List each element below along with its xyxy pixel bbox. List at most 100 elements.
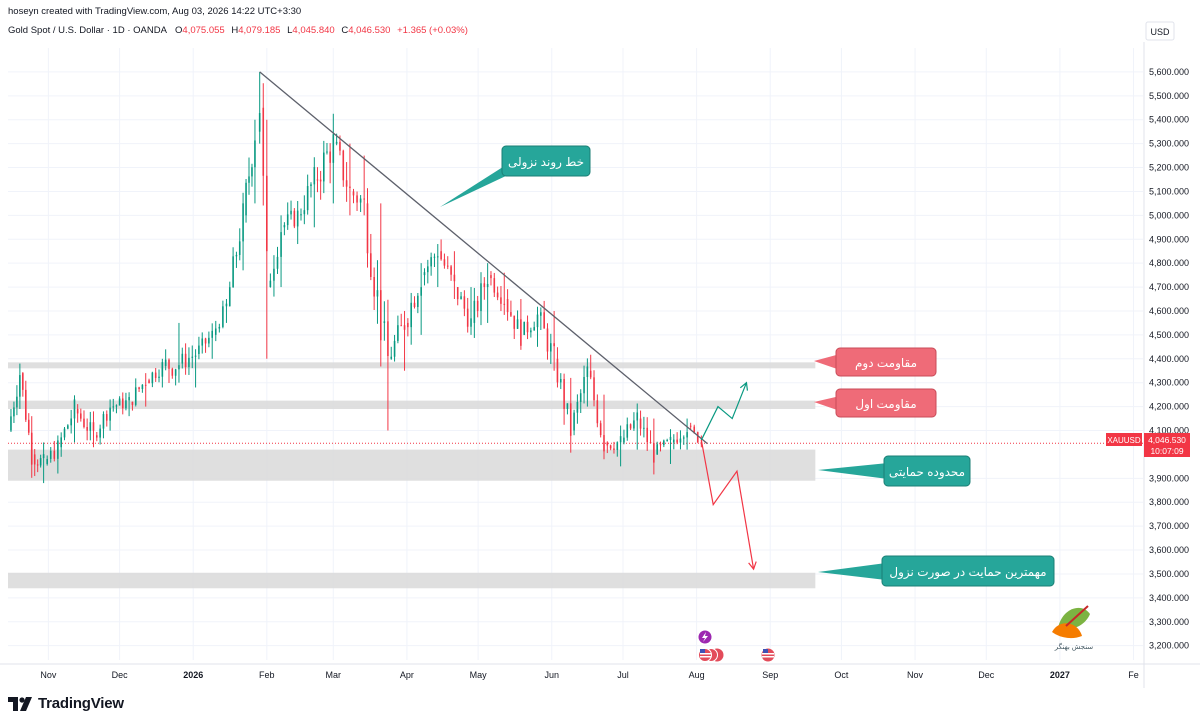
candle-body <box>569 403 572 436</box>
us-flag-event-icon[interactable] <box>698 648 724 662</box>
candle-body <box>194 355 197 357</box>
strongest-support-label: مهمترین حمایت در صورت نزول <box>889 565 1046 580</box>
candle-body <box>530 330 532 333</box>
price-axis[interactable]: 5,600.000 5,500.000 5,400.000 5,300.000 5,20… <box>1143 42 1189 688</box>
candle-body <box>10 416 12 431</box>
candle-body <box>112 406 115 408</box>
candle-body <box>559 378 562 383</box>
candle-body <box>636 412 639 421</box>
candle-body <box>349 186 351 188</box>
us-flag-event-icon[interactable] <box>761 648 775 662</box>
candle-body <box>184 353 187 368</box>
candle-body <box>693 426 696 433</box>
downtrend-line <box>259 71 708 445</box>
candle-body <box>679 438 682 443</box>
low-value: 4,045.840 <box>292 25 334 36</box>
candle-body <box>643 427 645 429</box>
last-price-tag: XAUUSD 4,046.530 10:07:09 <box>1106 433 1190 457</box>
candle-body <box>443 259 446 266</box>
candle-body <box>589 370 592 378</box>
candle-body <box>593 377 595 401</box>
support-callout[interactable]: محدوده حمایتی <box>818 455 971 487</box>
y-tick-label: 5,300.000 <box>1149 139 1189 149</box>
x-tick-label: 2027 <box>1050 670 1070 680</box>
y-tick-label: 4,400.000 <box>1149 354 1189 364</box>
x-tick-label: Mar <box>326 670 342 680</box>
bullish-scenario-path <box>700 382 748 441</box>
resistance1-callout[interactable]: مقاومت اول <box>814 388 937 418</box>
currency-badge[interactable] <box>1145 21 1175 41</box>
candle-body <box>682 437 685 439</box>
tradingview-logo-icon <box>8 696 32 711</box>
support-label: محدوده حمایتی <box>889 465 965 480</box>
candle-body <box>332 134 335 163</box>
candle-body <box>397 325 399 341</box>
candle-body <box>576 401 579 413</box>
candle-body <box>339 141 341 151</box>
candle-body <box>689 425 692 427</box>
candle-body <box>553 343 555 347</box>
tradingview-brand[interactable]: TradingView <box>8 695 124 712</box>
candle-body <box>546 328 549 352</box>
candle-body <box>218 326 221 329</box>
candle-body <box>619 436 622 443</box>
candle-body <box>86 427 88 431</box>
candle-body <box>96 435 98 438</box>
candle-body <box>16 396 18 408</box>
candle-body <box>326 151 328 153</box>
events-row[interactable] <box>698 630 775 662</box>
grid <box>8 48 1143 660</box>
resistance2-label: مقاومت دوم <box>855 356 917 371</box>
candle-body <box>164 359 167 366</box>
candle-body <box>659 444 662 446</box>
candle-body <box>211 330 214 338</box>
candle-body <box>109 407 111 421</box>
y-tick-label: 5,100.000 <box>1149 186 1189 196</box>
candle-body <box>476 300 479 312</box>
candle-body <box>420 287 422 296</box>
change-value: +1.365 (+0.03%) <box>397 25 468 36</box>
y-tick-label: 4,100.000 <box>1149 426 1189 436</box>
x-tick-label: Fe <box>1128 670 1139 680</box>
price-tag-price: 4,046.530 <box>1148 435 1186 445</box>
close-value: 4,046.530 <box>348 25 390 36</box>
candle-body <box>36 464 39 466</box>
candle-body <box>49 450 52 459</box>
y-tick-label: 5,400.000 <box>1149 115 1189 125</box>
candle-body <box>666 440 668 442</box>
trendline-label: خط روند نزولی <box>508 155 584 170</box>
candle-body <box>686 432 688 438</box>
candle-body <box>370 253 372 278</box>
candle-body <box>22 373 24 390</box>
candle-body <box>583 377 585 394</box>
candle-body <box>356 195 358 203</box>
time-axis[interactable]: Nov Dec 2026 Feb Mar Apr May Jun Jul Aug Sep Oct Nov… <box>0 663 1200 680</box>
trendline-callout[interactable]: خط روند نزولی <box>440 145 591 207</box>
candle-body <box>286 214 289 226</box>
candle-body <box>383 321 386 323</box>
candle-body <box>413 302 416 307</box>
candle-body <box>613 448 615 450</box>
x-tick-label: Jul <box>617 670 629 680</box>
resistance2-callout[interactable]: مقاومت دوم <box>814 347 937 377</box>
candle-body <box>656 444 658 455</box>
strongest-support-callout[interactable]: مهمترین حمایت در صورت نزول <box>818 555 1055 587</box>
candle-body <box>144 384 147 386</box>
candle-body <box>33 454 36 465</box>
candle-body <box>676 439 678 443</box>
x-tick-label: Nov <box>907 670 924 680</box>
x-tick-label: Sep <box>762 670 778 680</box>
y-tick-label: 3,700.000 <box>1149 521 1189 531</box>
candle-body <box>450 266 452 275</box>
candle-body <box>329 151 331 163</box>
candle-body <box>599 423 602 436</box>
candle-body <box>436 256 439 258</box>
candle-body <box>649 442 652 444</box>
candle-body <box>359 198 362 203</box>
candle-body <box>46 458 48 464</box>
candle-body <box>19 375 21 397</box>
ohlc-legend: Gold Spot / U.S. Dollar · 1D · OANDA O4,… <box>8 25 468 36</box>
candle-body <box>214 328 217 335</box>
zones <box>8 362 1143 589</box>
